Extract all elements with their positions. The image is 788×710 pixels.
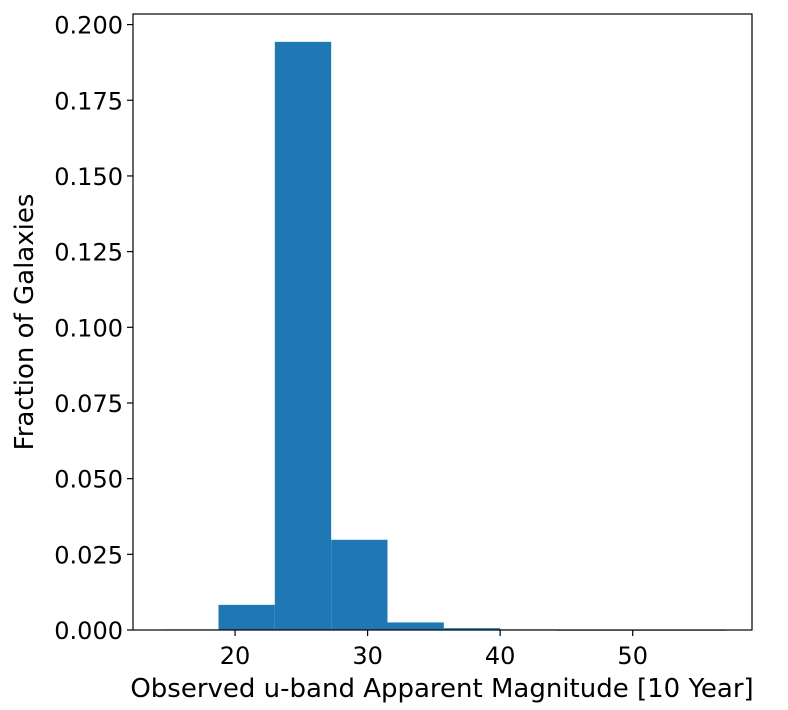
y-tick-label: 0.000: [54, 617, 123, 645]
histogram-bar-2: [274, 41, 332, 631]
x-tick-label: 50: [617, 642, 648, 670]
histogram-bar-4: [387, 622, 444, 630]
y-tick-label: 0.050: [54, 466, 123, 494]
x-tick-label: 40: [485, 642, 516, 670]
x-axis-title: Observed u-band Apparent Magnitude [10 Y…: [130, 674, 753, 704]
y-tick-label: 0.125: [54, 239, 123, 267]
y-tick-label: 0.100: [54, 314, 123, 342]
y-tick-label: 0.200: [54, 12, 123, 40]
y-tick-label: 0.025: [54, 541, 123, 569]
y-axis-ticks: 0.000 0.025 0.050 0.075 0.100 0.125 0.150 0.175…: [54, 12, 133, 645]
y-axis-title: Fraction of Galaxies: [10, 194, 40, 451]
histogram-bar-1: [218, 604, 275, 630]
x-axis-ticks: 20 30 40 50: [220, 630, 648, 670]
histogram-bar-3: [331, 539, 388, 630]
x-tick-label: 20: [220, 642, 251, 670]
y-tick-label: 0.150: [54, 163, 123, 191]
histogram-bar-5: [443, 628, 501, 630]
y-tick-label: 0.075: [54, 390, 123, 418]
y-tick-label: 0.175: [54, 87, 123, 115]
x-tick-label: 30: [352, 642, 383, 670]
plot-frame: [132, 13, 753, 631]
histogram-bars: [162, 41, 726, 631]
